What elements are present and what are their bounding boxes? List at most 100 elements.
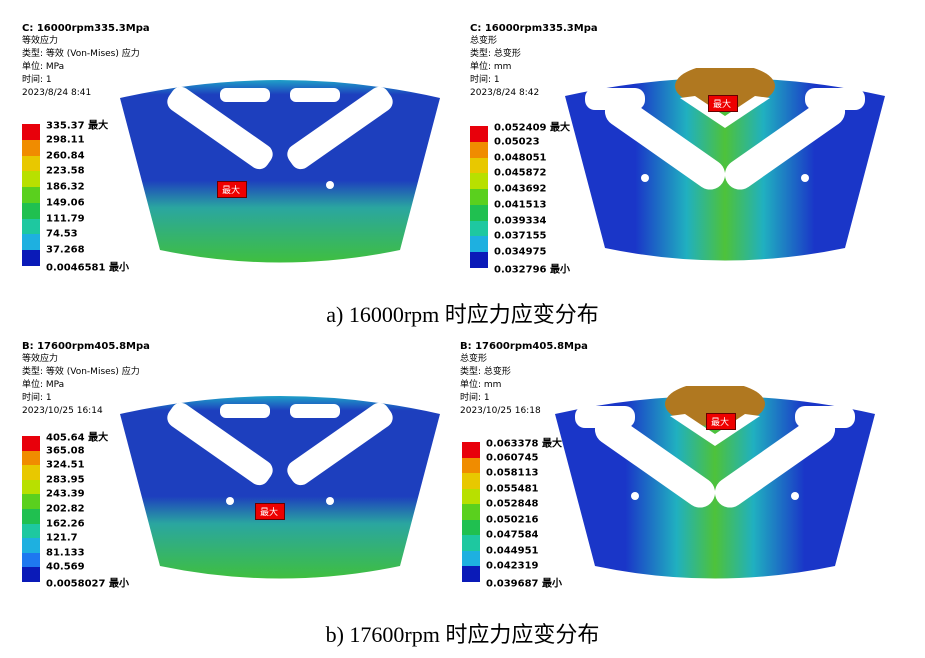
legend-label: 0.063378 最大	[486, 438, 562, 450]
legend-swatch	[22, 124, 40, 140]
legend-swatch	[22, 139, 40, 156]
header-title: B: 17600rpm405.8Mpa	[22, 341, 150, 352]
header-line: 类型: 总变形	[460, 367, 511, 377]
legend-label: 0.060745	[486, 452, 539, 464]
header: B: 17600rpm405.8Mpa 总变形 类型: 总变形 单位: mm 时间: 1…	[460, 340, 588, 418]
header-line: 等效应力	[22, 36, 59, 46]
header-title: B: 17600rpm405.8Mpa	[460, 341, 588, 352]
header-line: 总变形	[460, 354, 488, 364]
legend-swatch	[470, 204, 488, 221]
legend-label: 0.058113	[486, 467, 539, 479]
legend-swatch	[22, 538, 40, 553]
legend-swatch	[462, 519, 480, 536]
header-line: 等效应力	[22, 354, 59, 364]
legend: 0.063378 最大 0.060745 0.058113 0.055481 0.052…	[462, 439, 602, 590]
legend-swatch	[22, 218, 40, 235]
legend-swatch	[22, 171, 40, 188]
legend: 405.64 最大 365.08 324.51 283.95 243.39 202.82 1…	[22, 433, 162, 590]
legend-swatch	[22, 552, 40, 568]
header-line: 总变形	[470, 36, 498, 46]
legend-swatch	[22, 202, 40, 219]
header-line: 类型: 总变形	[470, 49, 521, 59]
legend-label: 74.53	[46, 228, 78, 240]
legend-label: 223.58	[46, 165, 85, 177]
legend-label: 365.08	[46, 445, 85, 457]
header-line: 时间: 1	[22, 393, 52, 403]
legend-swatch	[22, 567, 40, 582]
legend-label: 0.048051	[494, 152, 547, 164]
legend-label: 121.7	[46, 532, 78, 544]
legend-label: 0.0058027 最小	[46, 578, 129, 590]
legend-swatch	[22, 436, 40, 451]
header: C: 16000rpm335.3Mpa 总变形类型: 总变形 单位: mm 时间: 1…	[470, 22, 598, 100]
legend-swatch	[462, 535, 480, 551]
legend: 0.052409 最大 0.05023 0.048051 0.045872 0.0436…	[470, 123, 610, 276]
legend-swatch	[462, 457, 480, 474]
legend-label: 0.039687 最小	[486, 578, 562, 590]
caption: a) 16000rpm 时应力应变分布	[326, 302, 599, 327]
legend-label: 186.32	[46, 181, 85, 193]
header-line: 时间: 1	[470, 75, 500, 85]
header-line: 时间: 1	[460, 393, 490, 403]
legend-swatch	[22, 479, 40, 495]
legend-swatch	[462, 550, 480, 567]
legend-swatch	[470, 157, 488, 174]
max-tag: 最大	[217, 181, 248, 198]
legend-label: 81.133	[46, 547, 85, 559]
legend-label: 0.055481	[486, 483, 539, 495]
legend: 335.37 最大 298.11 260.84 223.58 186.32 149.06 1…	[22, 121, 162, 274]
header-line: 2023/10/25 16:14	[22, 406, 103, 416]
legend-swatch	[22, 155, 40, 172]
legend-label: 0.052848	[486, 498, 539, 510]
rotor	[120, 386, 440, 586]
rotor	[120, 70, 440, 270]
legend-swatch	[462, 473, 480, 489]
legend-label: 405.64 最大	[46, 432, 109, 444]
legend-swatch	[22, 494, 40, 509]
legend-label: 243.39	[46, 488, 85, 500]
header-line: 时间: 1	[22, 75, 52, 85]
legend-label: 0.039334	[494, 215, 547, 227]
legend-label: 283.95	[46, 474, 85, 486]
max-tag: 最大	[708, 95, 739, 112]
legend-swatch	[22, 187, 40, 203]
legend-label: 111.79	[46, 213, 85, 225]
legend-label: 0.050216	[486, 514, 539, 526]
header: B: 17600rpm405.8Mpa 等效应力类型: 等效 (Von-Mises…	[22, 340, 150, 418]
legend-swatch	[470, 126, 488, 142]
legend-swatch	[22, 465, 40, 480]
header-title: C: 16000rpm335.3Mpa	[470, 23, 598, 34]
legend-label: 0.037155	[494, 230, 547, 242]
legend-swatch	[22, 450, 40, 466]
legend-swatch	[22, 250, 40, 266]
legend-label: 324.51	[46, 459, 85, 471]
caption: b) 17600rpm 时应力应变分布	[325, 622, 600, 647]
header: C: 16000rpm335.3Mpa 等效应力 类型: 等效 (Von-Mises…	[22, 22, 150, 100]
legend-label: 0.047584	[486, 529, 539, 541]
header-line: 单位: MPa	[22, 62, 65, 72]
legend-swatch	[470, 220, 488, 237]
legend-swatch	[22, 509, 40, 524]
header-line: 单位: mm	[470, 62, 512, 72]
legend-label: 202.82	[46, 503, 85, 515]
header-line: 2023/10/25 16:18	[460, 406, 541, 416]
legend-label: 162.26	[46, 518, 85, 530]
legend-label: 0.041513	[494, 199, 547, 211]
header-line: 单位: MPa	[22, 380, 65, 390]
header-line: 类型: 等效 (Von-Mises) 应力	[22, 367, 140, 377]
header-line: 2023/8/24 8:42	[470, 88, 540, 98]
legend-swatch	[470, 141, 488, 158]
legend-swatch	[470, 173, 488, 190]
legend-label: 0.032796 最小	[494, 264, 570, 276]
legend-label: 335.37 最大	[46, 120, 109, 132]
legend-label: 149.06	[46, 197, 85, 209]
legend-swatch	[462, 442, 480, 458]
legend-swatch	[470, 189, 488, 205]
legend-label: 0.044951	[486, 545, 539, 557]
legend-label: 0.045872	[494, 167, 547, 179]
legend-label: 40.569	[46, 561, 85, 573]
legend-swatch	[462, 488, 480, 505]
legend-label: 37.268	[46, 244, 85, 256]
legend-swatch	[462, 504, 480, 520]
